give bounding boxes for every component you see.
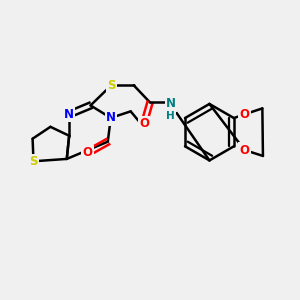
Text: O: O <box>239 108 250 121</box>
Text: O: O <box>139 117 149 130</box>
Text: O: O <box>239 143 250 157</box>
Text: S: S <box>107 79 116 92</box>
Text: H: H <box>167 111 175 121</box>
Text: N: N <box>106 111 116 124</box>
Text: N: N <box>166 98 176 110</box>
Text: O: O <box>82 146 93 160</box>
Text: S: S <box>29 155 38 168</box>
Text: N: N <box>64 108 74 121</box>
